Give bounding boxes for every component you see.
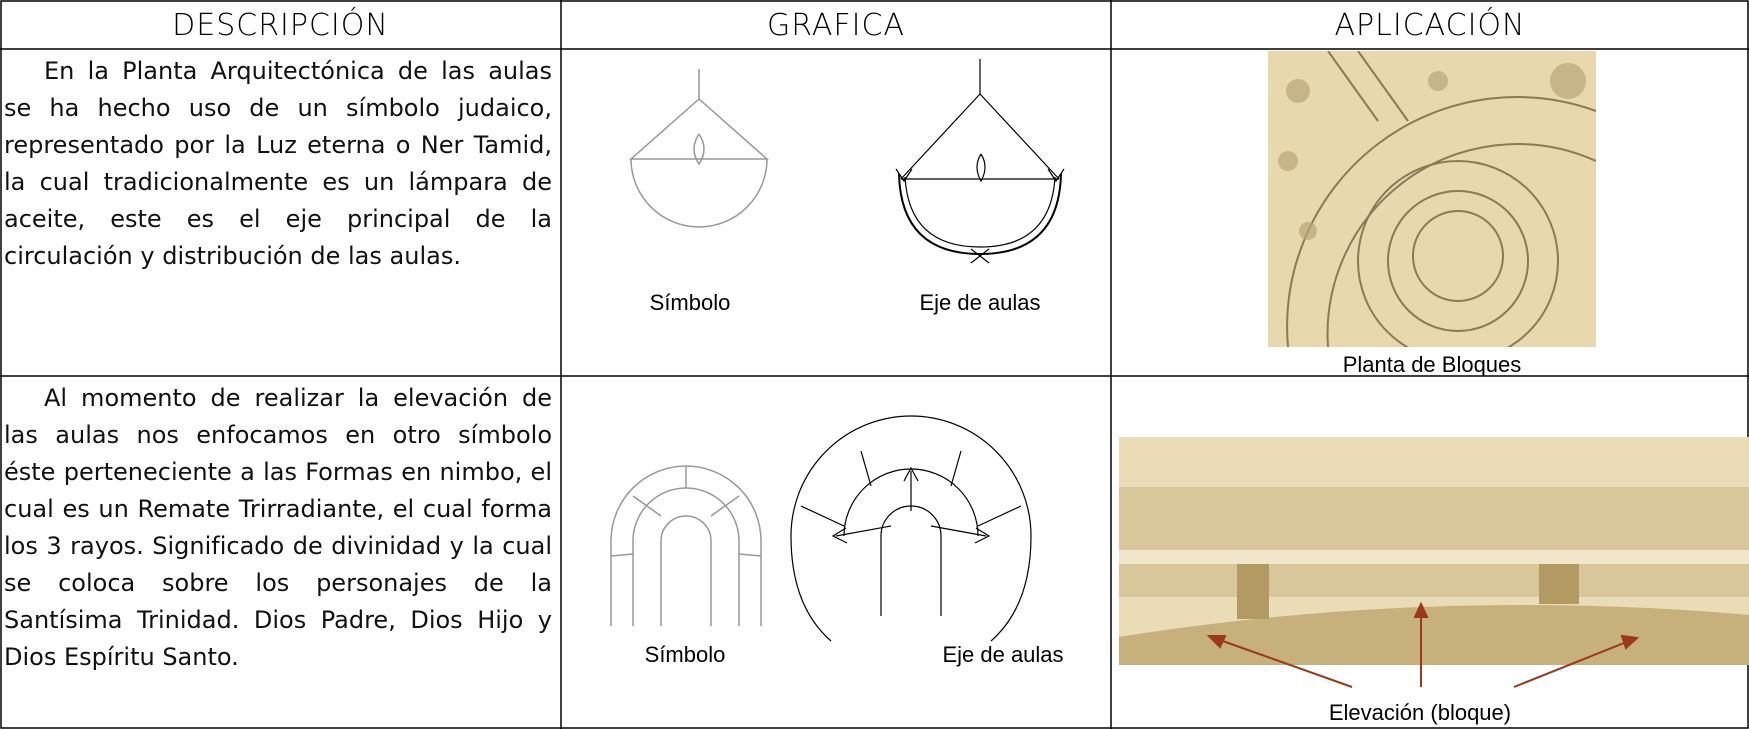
description: Al momento de realizar la elevación de l… bbox=[4, 384, 552, 671]
description: En la Planta Arquitectónica de las aulas… bbox=[4, 57, 552, 270]
lamp-symbols bbox=[629, 59, 1065, 264]
header-cell: APLICACIÓN bbox=[1334, 8, 1526, 43]
caption: Elevación (bloque) bbox=[1328, 700, 1512, 725]
nimbus-symbols bbox=[610, 415, 1032, 642]
caption: Símbolo bbox=[649, 290, 731, 315]
header-cell: GRAFICA bbox=[767, 8, 905, 43]
site-plan-image bbox=[1268, 51, 1596, 347]
caption: Símbolo bbox=[644, 642, 726, 667]
caption: Eje de aulas bbox=[942, 642, 1064, 667]
caption: Planta de Bloques bbox=[1342, 352, 1522, 377]
elevation-image bbox=[1119, 437, 1749, 688]
caption: Eje de aulas bbox=[919, 290, 1041, 315]
header-cell: DESCRIPCIÓN bbox=[172, 8, 389, 43]
